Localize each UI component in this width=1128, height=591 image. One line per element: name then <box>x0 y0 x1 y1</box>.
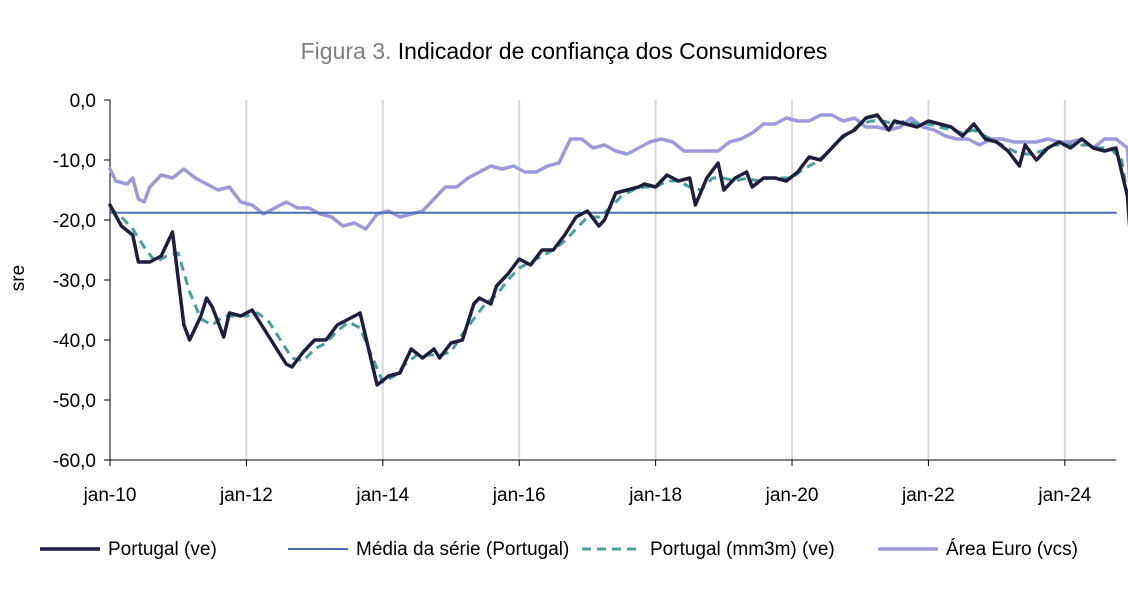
y-tick-label: 0,0 <box>70 91 96 112</box>
y-tick-label: -30,0 <box>53 271 96 292</box>
y-tick-label: -60,0 <box>53 451 96 472</box>
chart-title: Figura 3. Indicador de confiança dos Con… <box>0 38 1128 65</box>
y-tick-label: -10,0 <box>53 151 96 172</box>
chart-title-main: Indicador de confiança dos Consumidores <box>397 38 828 64</box>
y-tick-label: -40,0 <box>53 331 96 352</box>
x-tick-label: jan-18 <box>628 485 682 506</box>
legend-label: Média da série (Portugal) <box>356 539 569 560</box>
legend-label: Área Euro (vcs) <box>946 539 1078 560</box>
x-tick-label: jan-16 <box>492 485 546 506</box>
y-tick-label: -50,0 <box>53 391 96 412</box>
chart-grid <box>245 100 1066 460</box>
y-tick-label: -20,0 <box>53 211 96 232</box>
series-line-3 <box>108 113 1128 231</box>
x-axis: jan-10 jan-12 jan-14 jan-16 jan-18 jan-20 jan-… <box>83 459 1116 506</box>
y-axis-label: sre <box>8 265 29 291</box>
legend-label: Portugal (mm3m) (ve) <box>650 539 835 560</box>
x-tick-label: jan-20 <box>765 485 819 506</box>
y-axis: 0,0 -10,0 -20,0 -30,0 -40,0 -50,0 -60,0 <box>53 91 111 472</box>
x-tick-label: jan-12 <box>219 485 273 506</box>
x-tick-label: jan-22 <box>901 485 955 506</box>
chart-legend: Portugal (ve) Média da série (Portugal) Po… <box>40 539 1078 560</box>
series-line-0 <box>108 113 1128 387</box>
chart-title-prefix: Figura 3. <box>300 38 392 64</box>
chart-series <box>108 113 1128 387</box>
series-line-2 <box>109 119 1128 384</box>
x-tick-label: jan-14 <box>355 485 409 506</box>
x-tick-label: jan-10 <box>83 485 137 506</box>
legend-label: Portugal (ve) <box>108 539 217 560</box>
x-tick-label: jan-24 <box>1037 485 1091 506</box>
